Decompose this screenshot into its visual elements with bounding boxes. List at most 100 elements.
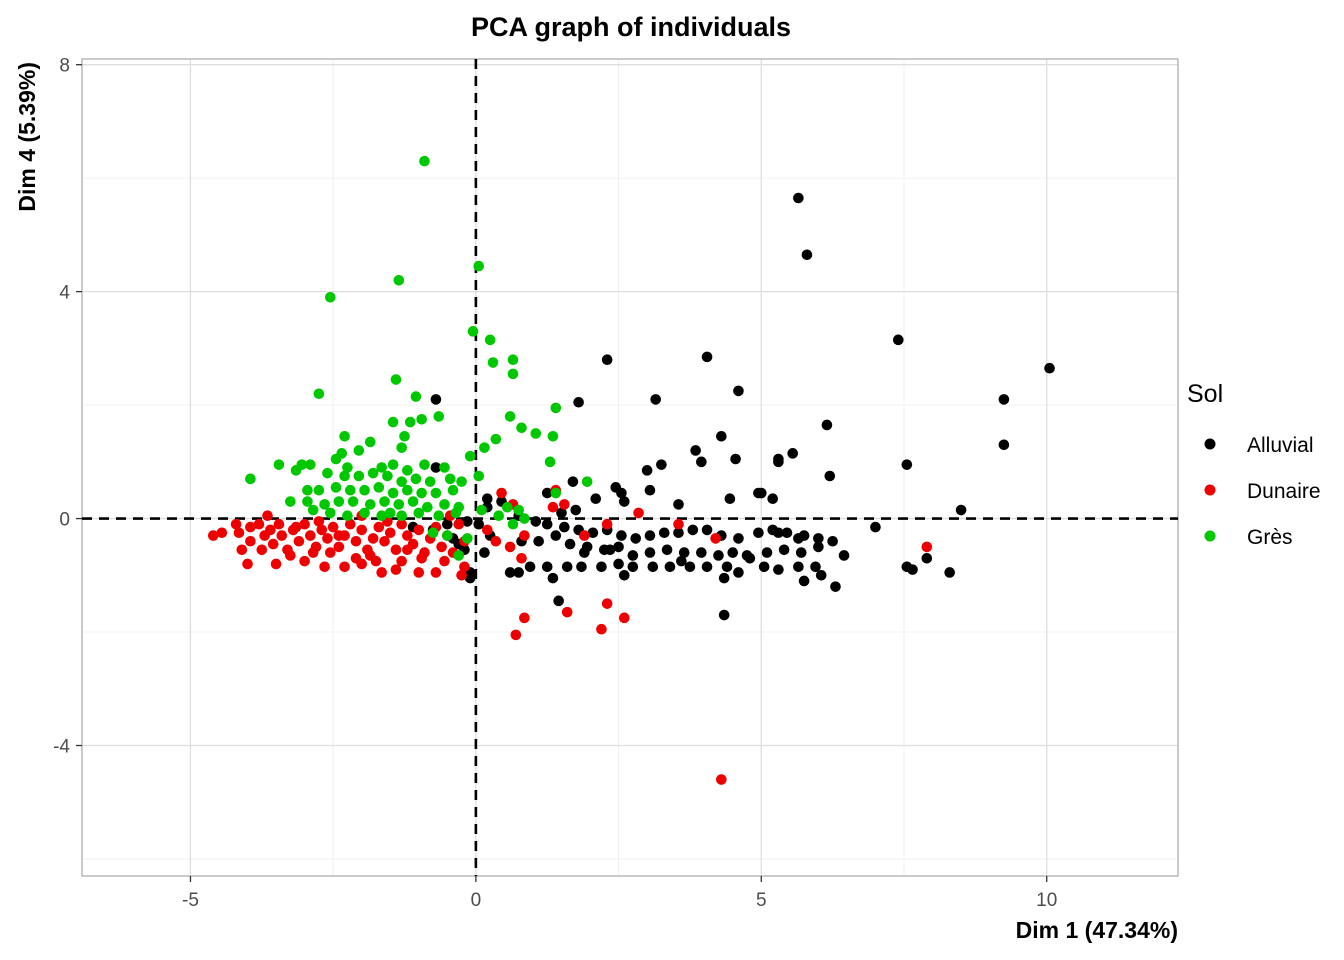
data-point	[650, 394, 661, 405]
data-point	[547, 572, 559, 584]
legend-label: Grès	[1247, 526, 1293, 549]
y-tick-label: -4	[53, 737, 70, 758]
data-point	[550, 487, 562, 499]
data-point	[207, 530, 219, 541]
data-point	[430, 394, 442, 405]
data-point	[444, 473, 456, 485]
minor-gridlines	[82, 59, 1178, 876]
data-point	[716, 430, 727, 442]
data-point	[267, 538, 279, 550]
data-point	[376, 510, 387, 522]
data-point	[413, 507, 425, 519]
data-point	[467, 326, 479, 337]
data-point	[350, 552, 362, 564]
data-point	[733, 567, 744, 578]
data-point	[507, 518, 519, 530]
data-point	[613, 541, 624, 553]
data-point	[390, 544, 402, 556]
data-point	[462, 533, 473, 544]
data-point	[633, 507, 644, 519]
data-point	[676, 555, 687, 567]
data-point	[544, 456, 556, 468]
data-point	[245, 535, 256, 547]
x-axis-title: Dim 1 (47.34%)	[1016, 917, 1178, 943]
data-point	[721, 561, 733, 573]
data-point	[824, 470, 836, 482]
data-point	[402, 530, 413, 541]
data-point	[701, 351, 713, 363]
data-point	[490, 535, 502, 547]
data-point	[696, 456, 707, 468]
data-point	[430, 567, 442, 578]
data-point	[390, 374, 402, 385]
data-point	[830, 581, 841, 592]
data-point	[530, 516, 542, 527]
data-point	[322, 533, 333, 544]
data-point	[302, 496, 313, 507]
axis-ticks: -5 0 5 10 -4 0 4 8	[53, 56, 1057, 911]
data-point	[718, 572, 730, 584]
data-point	[513, 567, 524, 578]
data-point	[710, 533, 721, 544]
data-point	[733, 385, 744, 397]
data-point	[701, 561, 713, 573]
data-point	[907, 564, 918, 575]
data-point	[753, 487, 764, 499]
data-point	[559, 521, 570, 533]
data-point	[550, 530, 562, 541]
legend-marker	[1204, 530, 1216, 542]
data-point	[439, 462, 450, 473]
data-point	[507, 368, 519, 380]
data-point	[302, 484, 313, 496]
data-point	[813, 533, 824, 544]
data-point	[673, 499, 684, 510]
data-point	[256, 544, 268, 556]
data-point	[733, 533, 744, 544]
data-point	[684, 561, 696, 573]
data-point	[767, 493, 779, 505]
chart-title: PCA graph of individuals	[471, 12, 791, 42]
x-tick-label: 5	[756, 890, 767, 911]
legend-marker	[1204, 484, 1216, 496]
data-point	[373, 482, 385, 493]
data-point	[342, 510, 353, 522]
data-point	[901, 459, 913, 470]
data-point	[410, 473, 422, 485]
data-point	[339, 470, 350, 482]
data-point	[316, 524, 328, 536]
data-point	[307, 547, 319, 558]
data-point	[305, 459, 316, 470]
data-point	[325, 291, 336, 303]
data-point	[647, 561, 659, 573]
legend: Sol Alluvial Dunaire Grès	[1187, 380, 1321, 549]
data-point	[618, 496, 630, 507]
data-point	[601, 518, 613, 530]
data-point	[616, 530, 627, 541]
data-point	[596, 561, 607, 573]
data-point	[490, 433, 502, 445]
data-point	[285, 550, 296, 561]
data-point	[596, 623, 607, 635]
data-point	[299, 555, 310, 567]
data-point	[504, 567, 516, 578]
data-point	[299, 518, 310, 530]
data-point	[416, 552, 427, 564]
data-point	[781, 527, 793, 539]
x-tick-label: -5	[182, 890, 199, 911]
data-point	[384, 527, 396, 539]
data-point	[481, 493, 493, 505]
data-point	[367, 467, 379, 479]
legend-label: Alluvial	[1247, 434, 1314, 457]
data-point	[547, 501, 559, 513]
data-point	[456, 569, 467, 581]
data-point	[456, 476, 467, 487]
data-point	[230, 518, 242, 530]
data-point	[892, 334, 904, 346]
data-point	[273, 518, 285, 530]
data-point	[479, 547, 490, 558]
data-point	[233, 527, 245, 539]
data-point	[396, 510, 407, 522]
data-point	[798, 575, 810, 587]
data-point	[656, 459, 667, 470]
data-point	[416, 487, 427, 499]
